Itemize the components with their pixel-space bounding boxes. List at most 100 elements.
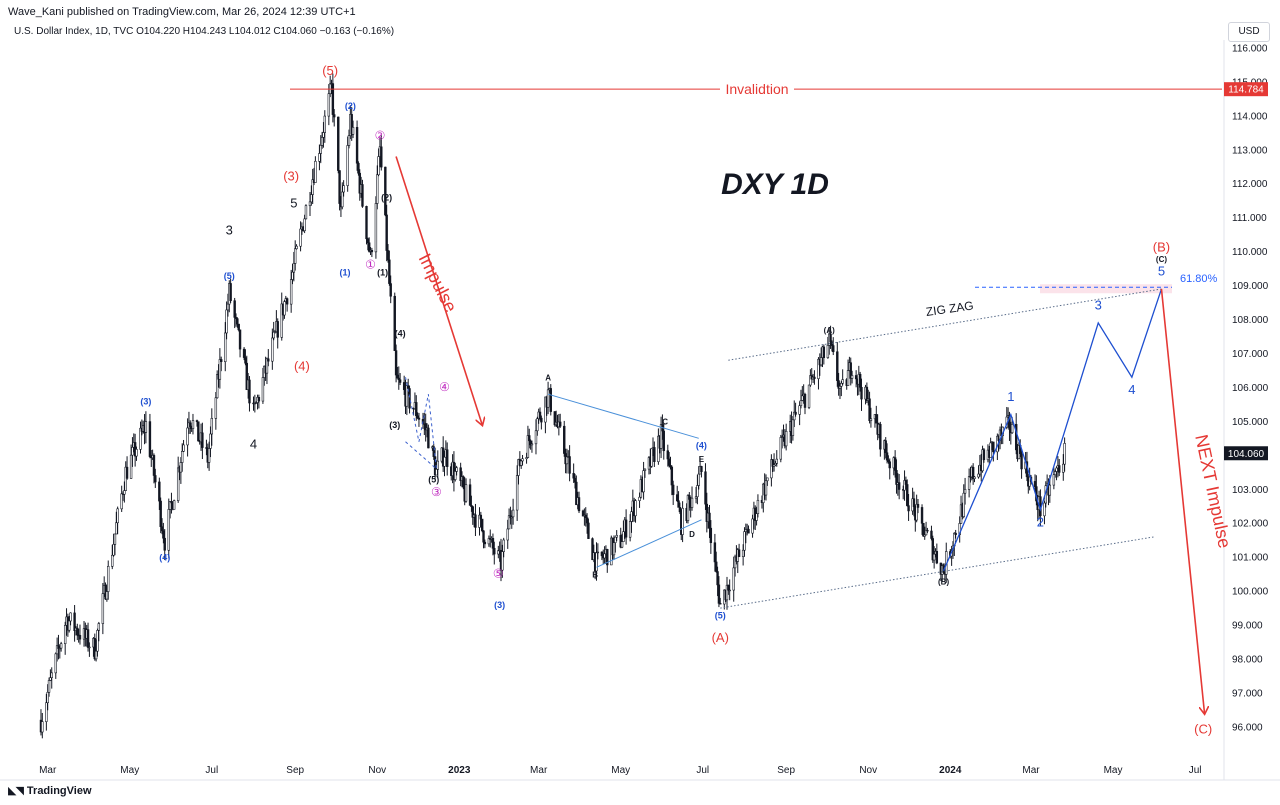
- candle-body: [650, 448, 653, 467]
- y-tick-label: 108.000: [1232, 315, 1269, 326]
- candle-body: [113, 533, 117, 545]
- candle-body: [540, 417, 543, 423]
- candle-body: [86, 629, 90, 648]
- currency-button[interactable]: USD: [1228, 22, 1270, 42]
- candle-body: [479, 514, 483, 520]
- wave-label: (A): [824, 326, 835, 335]
- y-tick-label: 106.000: [1232, 383, 1269, 394]
- symbol-legend: U.S. Dollar Index, 1D, TVC O104.220 H104…: [14, 26, 395, 37]
- candle-body: [167, 509, 170, 551]
- candle-body: [534, 430, 538, 445]
- candle-body: [116, 508, 119, 524]
- candle-body: [624, 519, 628, 538]
- y-tick-label: 110.000: [1232, 247, 1268, 258]
- candle-body: [280, 303, 283, 338]
- candle-body: [1052, 474, 1056, 486]
- candle-body: [1062, 463, 1065, 473]
- candle-body: [393, 295, 396, 351]
- candle-body: [224, 332, 227, 362]
- candle-body: [244, 357, 247, 364]
- zigzag-lower-line: [720, 536, 1155, 609]
- wave-label: (A): [712, 630, 729, 645]
- candle-body: [858, 373, 862, 388]
- candle-body: [285, 298, 289, 305]
- candle-body: [189, 422, 192, 427]
- candle-body: [191, 420, 195, 429]
- candle-body: [521, 458, 524, 462]
- candle-body: [493, 547, 496, 555]
- y-tick-label: 97.000: [1232, 688, 1263, 699]
- candle-body: [690, 497, 694, 508]
- candle-body: [295, 245, 298, 250]
- candle-body: [678, 507, 682, 513]
- candle-body: [643, 468, 647, 471]
- candle-body: [506, 528, 509, 541]
- candle-body: [779, 437, 782, 460]
- candle-body: [220, 359, 223, 362]
- wave-label: 1: [1007, 389, 1014, 404]
- candle-body: [630, 511, 633, 522]
- candle-body: [606, 549, 609, 566]
- candle-body: [385, 214, 388, 251]
- wave-label: (5): [715, 610, 726, 620]
- candle-body: [111, 554, 114, 567]
- wave-label: (3): [389, 420, 400, 430]
- candle-body: [226, 303, 230, 311]
- candle-body: [181, 450, 184, 463]
- wave-label: 5: [1158, 263, 1165, 278]
- candle-body: [182, 444, 185, 452]
- candle-body: [346, 145, 349, 186]
- x-tick-label: Jul: [1189, 765, 1202, 776]
- candle-body: [967, 476, 971, 490]
- candle-body: [923, 534, 926, 537]
- wave-label: (C): [1194, 722, 1212, 737]
- y-tick-label: 111.000: [1232, 213, 1267, 224]
- x-tick-label: Mar: [530, 765, 548, 776]
- candle-body: [374, 203, 378, 253]
- candle-body: [573, 477, 577, 483]
- candle-body: [365, 206, 368, 240]
- candle-body: [920, 507, 924, 524]
- next-impulse-arrow: [1160, 288, 1204, 713]
- candle-body: [389, 283, 392, 297]
- tradingview-brand[interactable]: ◣◥ TradingView: [8, 784, 92, 798]
- x-tick-label: May: [1104, 765, 1123, 776]
- candle-body: [172, 500, 176, 510]
- wave-label: (2): [345, 101, 356, 111]
- candle-body: [813, 376, 816, 379]
- candle-body: [850, 375, 854, 379]
- wave-label: (B): [1153, 240, 1170, 255]
- x-tick-label: Jul: [205, 765, 218, 776]
- candle-body: [1054, 471, 1057, 476]
- candle-body: [436, 460, 439, 470]
- candle-body: [713, 542, 717, 563]
- x-tick-label: Nov: [859, 765, 877, 776]
- candle-body: [670, 466, 674, 486]
- wave-label: (5): [428, 474, 439, 484]
- wave-label: E: [699, 455, 705, 464]
- candle-body: [565, 456, 569, 465]
- candle-body: [719, 603, 722, 605]
- candle-body: [595, 552, 598, 572]
- candle-body: [342, 185, 345, 193]
- x-tick-label: 2024: [939, 765, 962, 776]
- x-tick-label: Sep: [777, 765, 795, 776]
- candle-body: [715, 561, 718, 572]
- candle-body: [303, 218, 306, 232]
- candle-body: [536, 418, 539, 432]
- candle-body: [320, 137, 324, 146]
- wave-label: C: [662, 418, 668, 427]
- y-tick-label: 99.000: [1232, 621, 1263, 632]
- candle-body: [125, 466, 129, 479]
- candle-body: [667, 458, 671, 466]
- candle-body: [836, 351, 839, 381]
- candle-body: [932, 553, 936, 561]
- wave-label: (4): [696, 441, 707, 451]
- wave-label: A: [545, 374, 551, 383]
- candle-body: [717, 584, 721, 604]
- fib-zone: [1040, 284, 1172, 294]
- candle-body: [912, 498, 916, 507]
- candle-body: [415, 402, 418, 417]
- wave-label: (4): [159, 553, 170, 563]
